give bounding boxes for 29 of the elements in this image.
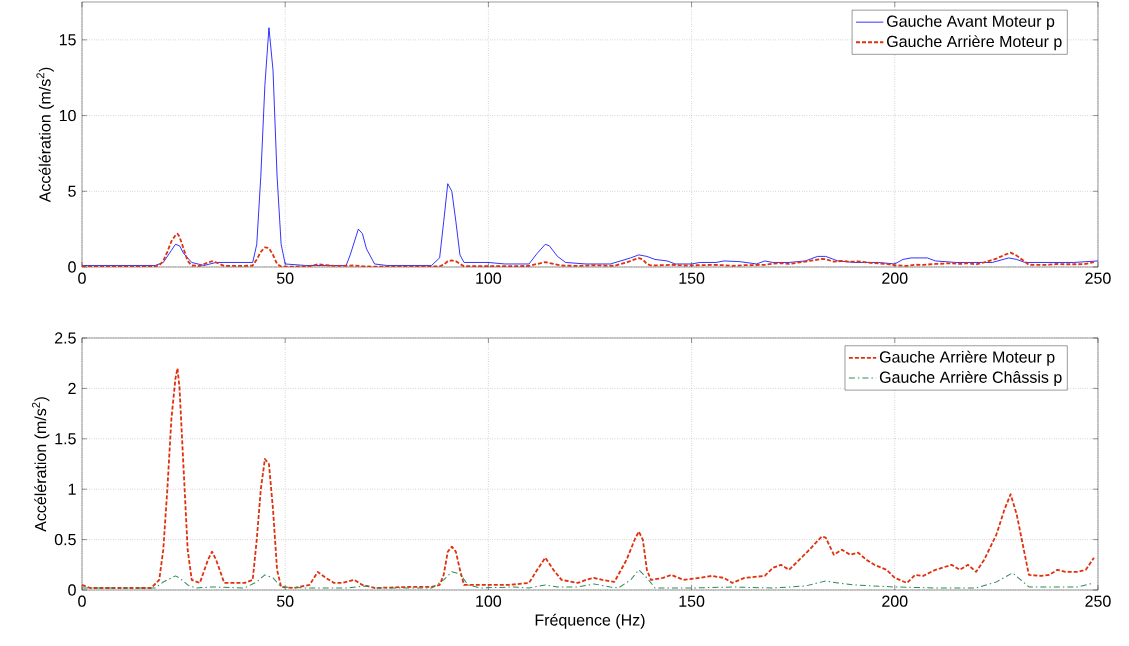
y-tick-label: 15 xyxy=(59,34,76,46)
legend-label: Gauche Arrière Moteur p xyxy=(887,35,1062,51)
y-tick-label: 10 xyxy=(59,109,76,122)
legend-label: Gauche Arrière Châssis p xyxy=(879,370,1062,387)
x-tick-label: 0 xyxy=(78,595,86,607)
legend-label: Gauche Arrière Moteur p xyxy=(879,350,1055,366)
x-tick-label: 100 xyxy=(476,272,502,284)
y-axis-title: Accélération (m/s$^{2}$) xyxy=(36,67,54,203)
x-tick-label: 150 xyxy=(679,272,705,284)
y-tick-label: 0.5 xyxy=(54,533,76,546)
x-tick-label: 200 xyxy=(882,595,908,607)
x-tick-label: 0 xyxy=(78,272,86,284)
x-tick-label: 250 xyxy=(1085,595,1111,607)
x-axis-title: Fréquence (Hz) xyxy=(535,613,645,629)
y-tick-label: 1.5 xyxy=(55,433,76,445)
legend-label: Gauche Avant Moteur p xyxy=(887,15,1055,31)
y-tick-label: 2 xyxy=(68,382,76,394)
x-tick-label: 50 xyxy=(276,595,294,607)
y-tick-label: 0 xyxy=(68,261,76,273)
y-axis-title: Accélération (m/s$^{2}$) xyxy=(31,397,50,532)
x-tick-label: 100 xyxy=(476,595,502,607)
x-tick-label: 150 xyxy=(679,595,705,607)
y-tick-label: 5 xyxy=(68,185,76,197)
x-tick-label: 250 xyxy=(1085,272,1111,284)
y-tick-label: 2.5 xyxy=(55,332,76,344)
y-tick-label: 1 xyxy=(68,483,76,495)
y-tick-label: 0 xyxy=(68,584,76,596)
x-tick-label: 200 xyxy=(882,272,908,284)
x-tick-label: 50 xyxy=(276,272,294,284)
